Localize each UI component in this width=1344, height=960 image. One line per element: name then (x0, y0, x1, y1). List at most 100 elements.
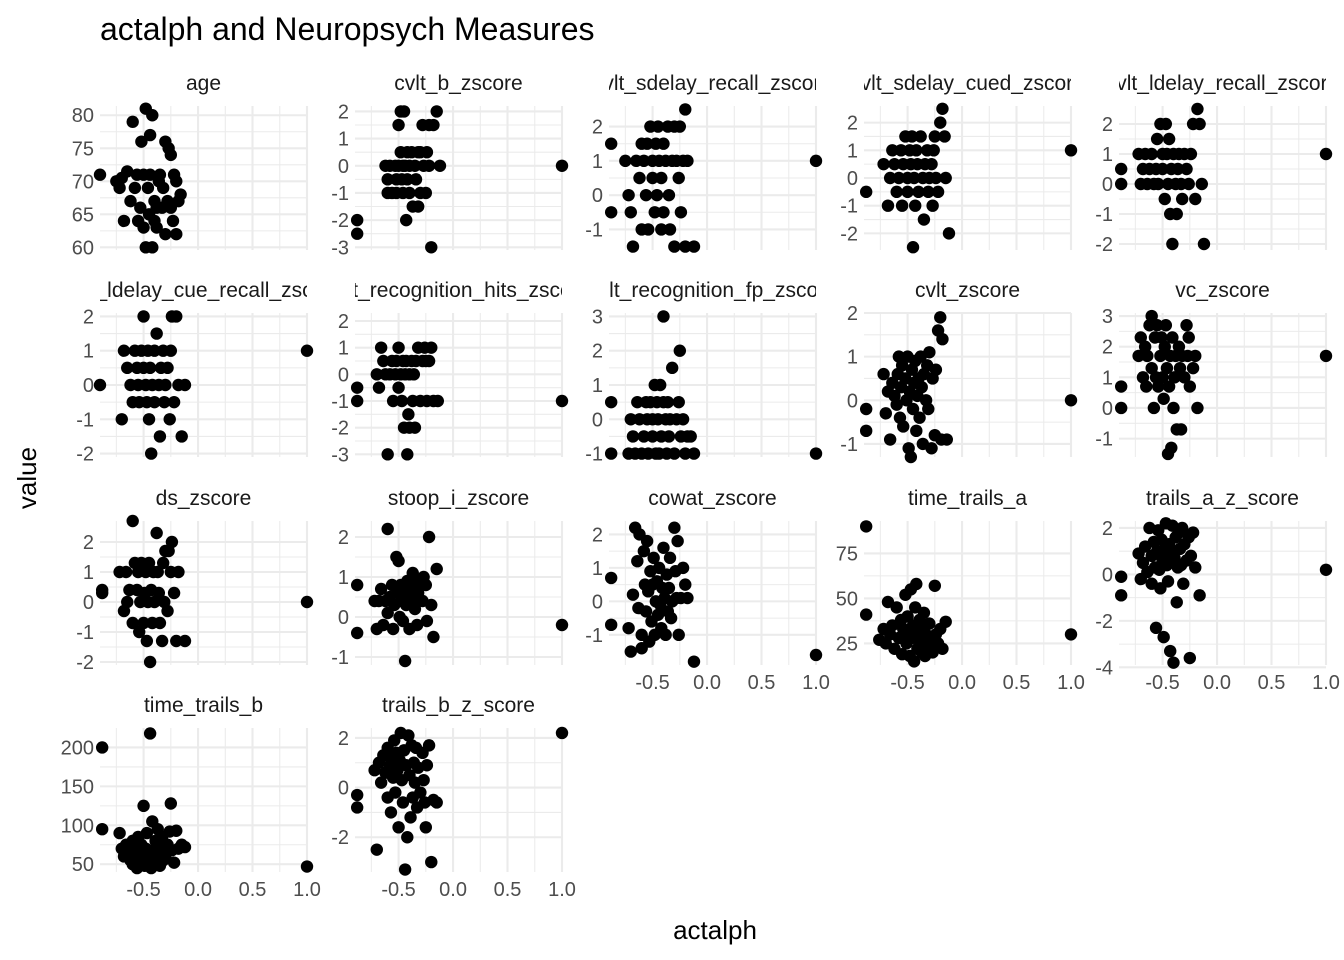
data-point (164, 344, 178, 357)
data-point (672, 628, 685, 642)
data-point (398, 863, 412, 876)
data-point (167, 395, 181, 409)
x-tick-label: 0.5 (1258, 672, 1286, 694)
data-point (659, 628, 672, 642)
x-tick-label: 1.0 (1057, 672, 1085, 694)
data-point (386, 394, 400, 408)
data-point (166, 214, 180, 228)
facet-panel: age 60 65 70 75 80 (72, 72, 309, 259)
data-point (910, 144, 923, 157)
data-point (377, 354, 390, 368)
y-tick-label: 1 (338, 338, 349, 360)
data-point (1141, 349, 1154, 363)
data-point (141, 181, 155, 195)
facet-strip-label: cvlt_sdelay_cued_zscore (850, 72, 1085, 95)
data-point (687, 655, 701, 668)
x-axis-title: actalph (673, 915, 757, 945)
data-point (1132, 349, 1145, 363)
data-point (170, 227, 183, 241)
y-tick-label: -2 (1095, 234, 1113, 256)
data-point (657, 541, 670, 554)
data-point (1165, 441, 1178, 455)
data-point (126, 616, 139, 630)
x-tick-label: 1.0 (1312, 672, 1340, 694)
data-point (936, 102, 949, 115)
data-point (170, 175, 183, 188)
y-tick-label: 1 (83, 562, 94, 584)
y-tick-label: 2 (847, 303, 858, 325)
data-point (1150, 319, 1164, 332)
data-point (1167, 656, 1180, 669)
data-point (622, 621, 635, 635)
data-point (392, 381, 405, 394)
y-tick-label: 80 (72, 105, 94, 127)
data-point (626, 430, 640, 443)
y-tick-label: 2 (338, 101, 349, 123)
data-point (1114, 177, 1128, 191)
data-point (1164, 644, 1177, 658)
data-point (164, 148, 178, 162)
y-tick-label: 0 (83, 592, 94, 614)
data-point (668, 521, 681, 534)
data-point (121, 595, 134, 609)
data-point (389, 786, 402, 799)
data-point (940, 433, 953, 446)
data-point (1183, 651, 1197, 665)
data-point (113, 826, 126, 840)
data-point (408, 159, 422, 172)
y-tick-label: 65 (72, 204, 94, 226)
data-point (419, 186, 433, 200)
x-tick-label: 0.0 (439, 879, 467, 901)
x-tick-label: -0.5 (381, 879, 415, 901)
y-tick-label: 100 (61, 815, 94, 837)
data-point (425, 598, 438, 612)
data-point (1189, 192, 1202, 206)
data-point (662, 188, 676, 202)
data-point (859, 185, 873, 199)
data-point (143, 727, 157, 740)
data-point (156, 181, 170, 195)
data-point (1189, 349, 1202, 363)
data-point (1175, 521, 1189, 535)
y-tick-label: 0 (1102, 398, 1113, 420)
data-point (633, 171, 646, 185)
data-point (300, 595, 314, 609)
y-tick-label: 0 (338, 607, 349, 629)
data-point (1182, 331, 1195, 344)
data-point (417, 773, 430, 787)
y-tick-label: 2 (592, 341, 603, 363)
data-point (631, 554, 644, 568)
data-point (931, 185, 945, 199)
y-tick-label: 0 (338, 156, 349, 178)
data-point (420, 614, 434, 628)
data-point (178, 840, 192, 854)
facet-panel: cowat_zscore -1 0 1 2 -0.5 0.0 0.5 1.0 (585, 487, 830, 694)
data-point (167, 856, 181, 869)
facet-strip-label: cvlt_b_zscore (394, 72, 522, 95)
data-point (942, 227, 956, 240)
data-point (646, 171, 659, 185)
data-point (95, 583, 109, 597)
y-tick-label: -1 (840, 434, 858, 456)
data-point (397, 105, 411, 118)
facet-strip-label: cvlt_recognition_hits_zscore (327, 279, 591, 302)
data-point (676, 413, 690, 426)
data-point (143, 361, 157, 375)
x-tick-label: 0.5 (494, 879, 522, 901)
data-point (121, 165, 134, 178)
y-tick-label: -3 (331, 444, 349, 466)
data-point (809, 648, 823, 662)
x-tick-label: 1.0 (548, 879, 576, 901)
facet-panel: trails_b_z_score -2 0 2 -0.5 0.0 0.5 1.0 (331, 694, 576, 901)
data-point (422, 354, 436, 368)
data-point (650, 188, 664, 202)
y-tick-label: 1 (847, 140, 858, 162)
data-point (1134, 331, 1147, 344)
x-tick-label: 0.0 (1203, 672, 1231, 694)
data-point (1136, 556, 1150, 570)
facet-panel: cvlt_ldelay_recall_zscore -2 -1 0 1 2 (1095, 72, 1333, 256)
data-point (420, 145, 434, 159)
data-point (681, 591, 694, 605)
data-point (1147, 401, 1161, 415)
data-point (119, 565, 133, 579)
